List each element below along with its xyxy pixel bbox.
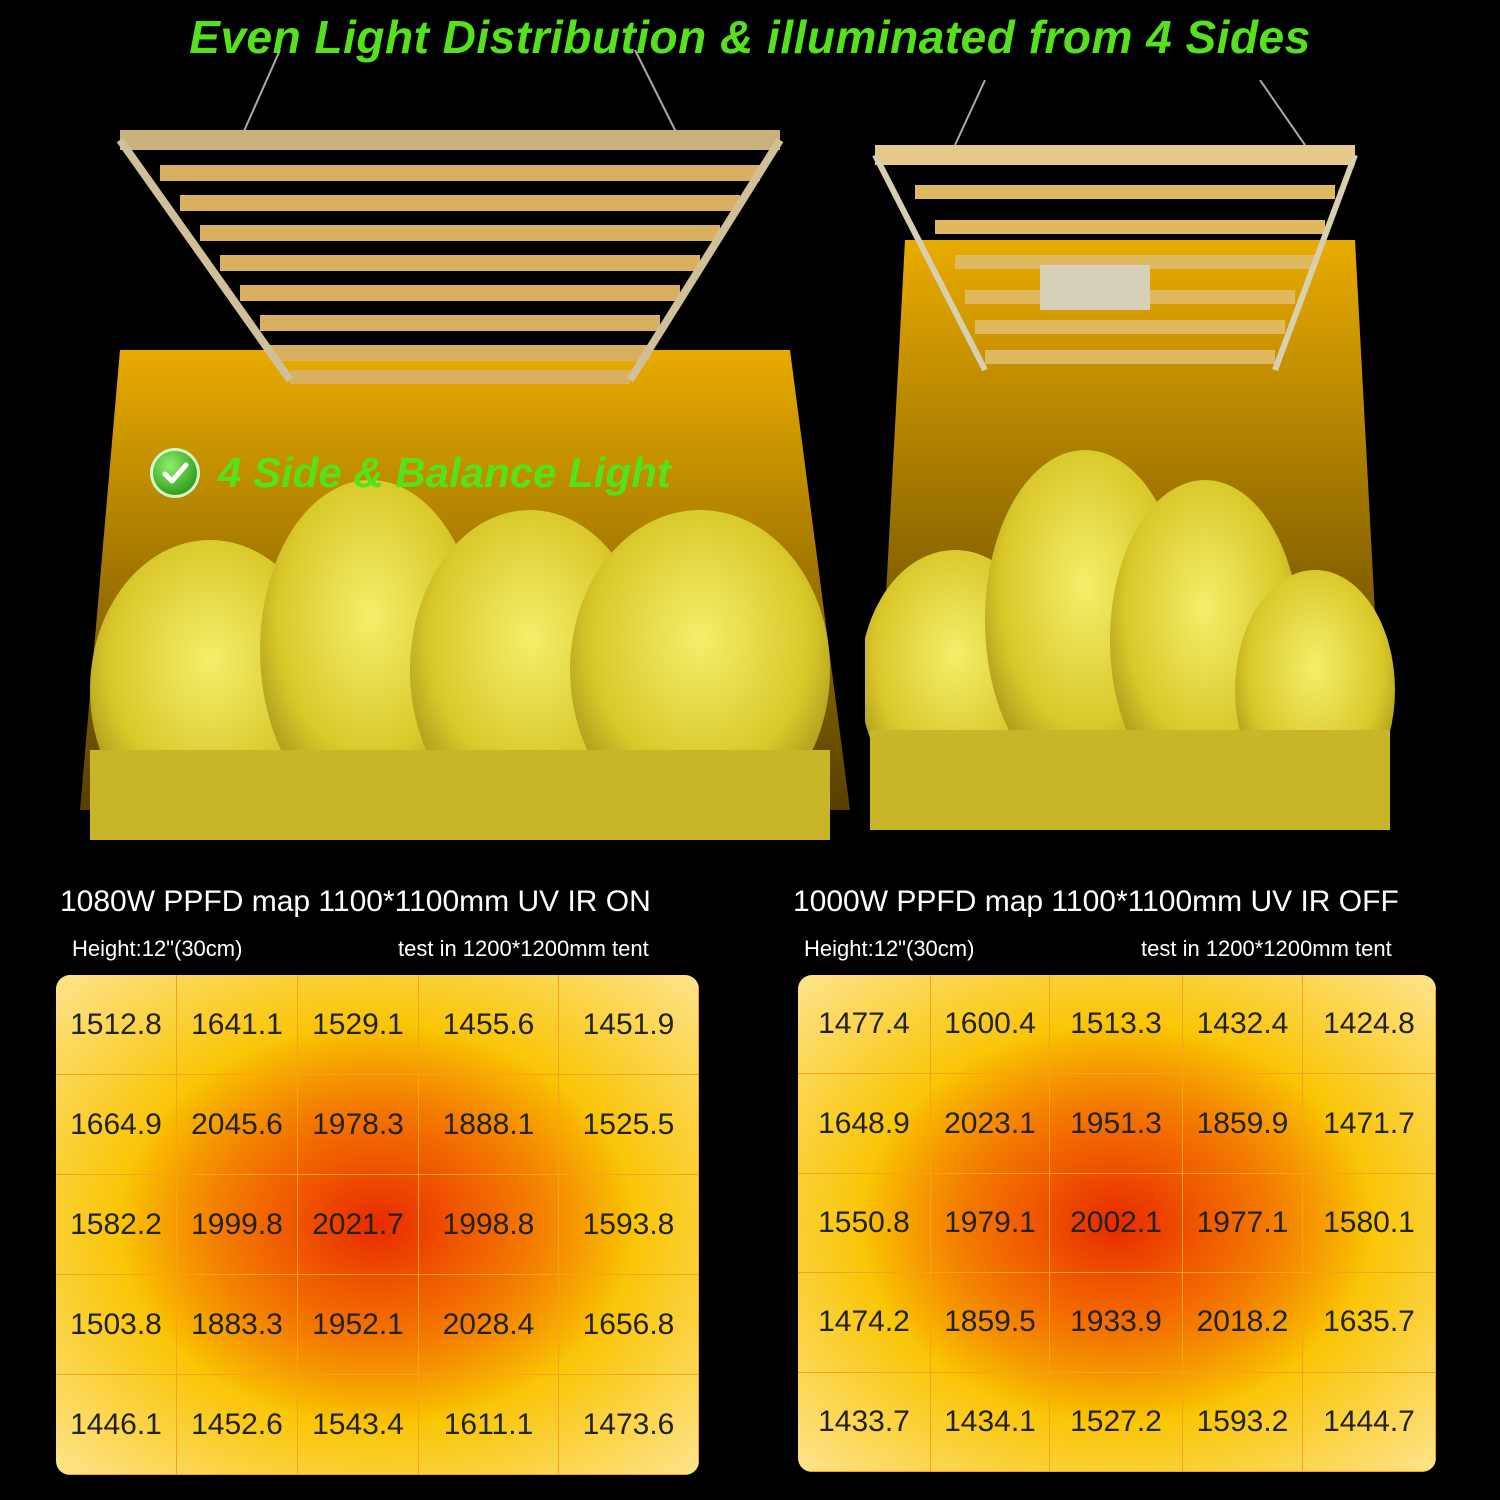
balance-light-badge: 4 Side & Balance Light [150,448,671,498]
ppfd-cell: 1433.7 [798,1372,931,1472]
right-grow-light-scene [865,80,1395,840]
right-map-tent: test in 1200*1200mm tent [1141,936,1392,961]
left-map-title: 1080W PPFD map 1100*1100mm UV IR ON [60,885,651,918]
ppfd-cell: 1664.9 [56,1075,177,1175]
ppfd-cell: 1977.1 [1183,1173,1303,1274]
ppfd-cell: 1424.8 [1303,975,1436,1075]
ppfd-cell: 2045.6 [177,1075,298,1175]
ppfd-cell: 1477.4 [798,975,931,1075]
ppfd-cell: 1648.9 [798,1074,931,1174]
ppfd-cell: 1883.3 [177,1275,298,1375]
ppfd-cell: 1444.7 [1303,1372,1436,1472]
left-plants [90,480,830,840]
left-ppfd-grid: 1512.8 1641.1 1529.1 1455.6 1451.9 1664.9 2045… [56,975,699,1475]
ppfd-cell: 1998.8 [419,1175,559,1275]
ppfd-cell: 2023.1 [931,1074,1050,1174]
ppfd-cell: 2018.2 [1183,1273,1303,1373]
ppfd-cell: 1446.1 [56,1375,177,1475]
ppfd-cell: 1611.1 [419,1375,559,1475]
left-light-illustration [80,50,850,840]
left-grow-light-scene [80,50,850,850]
ppfd-cell: 1452.6 [177,1375,298,1475]
ppfd-cell: 1641.1 [177,975,298,1075]
ppfd-cell: 1432.4 [1183,975,1303,1075]
right-ppfd-grid: 1477.4 1600.4 1513.3 1432.4 1424.8 1648.9 2023… [798,975,1436,1472]
ppfd-cell: 2002.1 [1050,1173,1183,1274]
ppfd-cell: 1527.2 [1050,1372,1183,1472]
right-light-illustration [865,80,1395,830]
ppfd-cell: 1888.1 [419,1075,559,1175]
ppfd-cell: 1451.9 [559,975,699,1075]
ppfd-cell: 1600.4 [931,975,1050,1075]
badge-text: 4 Side & Balance Light [218,449,671,496]
ppfd-cell: 1593.8 [559,1175,699,1275]
ppfd-cell: 1593.2 [1183,1372,1303,1472]
ppfd-cell: 1550.8 [798,1173,931,1274]
ppfd-cell: 2028.4 [419,1275,559,1375]
right-map-height: Height:12"(30cm) [804,936,975,961]
ppfd-cell: 1859.5 [931,1273,1050,1373]
ppfd-cell: 1656.8 [559,1275,699,1375]
ppfd-cell: 1859.9 [1183,1074,1303,1174]
ppfd-cell: 1582.2 [56,1175,177,1275]
left-map-tent: test in 1200*1200mm tent [398,936,649,961]
ppfd-cell: 1999.8 [177,1175,298,1275]
right-plants [865,450,1395,830]
ppfd-cell: 1933.9 [1050,1273,1183,1373]
ppfd-cell: 1543.4 [298,1375,419,1475]
ppfd-cell: 1525.5 [559,1075,699,1175]
ppfd-cell: 1512.8 [56,975,177,1075]
ppfd-cell: 1529.1 [298,975,419,1075]
ppfd-cell: 1951.3 [1050,1074,1183,1174]
ppfd-cell: 1471.7 [1303,1074,1436,1174]
headline: Even Light Distribution & illuminated fr… [189,11,1311,63]
ppfd-cell: 1952.1 [298,1275,419,1375]
ppfd-cell: 1474.2 [798,1273,931,1373]
left-fixture-bars [116,130,784,384]
ppfd-cell: 1978.3 [298,1075,419,1175]
ppfd-cell: 1434.1 [931,1372,1050,1472]
ppfd-cell: 1473.6 [559,1375,699,1475]
left-map-height: Height:12"(30cm) [72,936,243,961]
ppfd-cell: 1513.3 [1050,975,1183,1075]
ppfd-cell: 1455.6 [419,975,559,1075]
ppfd-cell: 1979.1 [931,1173,1050,1274]
right-fixture-bars [872,145,1358,372]
right-map-title: 1000W PPFD map 1100*1100mm UV IR OFF [793,885,1399,918]
ppfd-cell: 1635.7 [1303,1273,1436,1373]
checkmark-icon [150,448,200,498]
ppfd-cell: 1580.1 [1303,1173,1436,1274]
ppfd-cell: 1503.8 [56,1275,177,1375]
ppfd-cell: 2021.7 [298,1175,419,1275]
